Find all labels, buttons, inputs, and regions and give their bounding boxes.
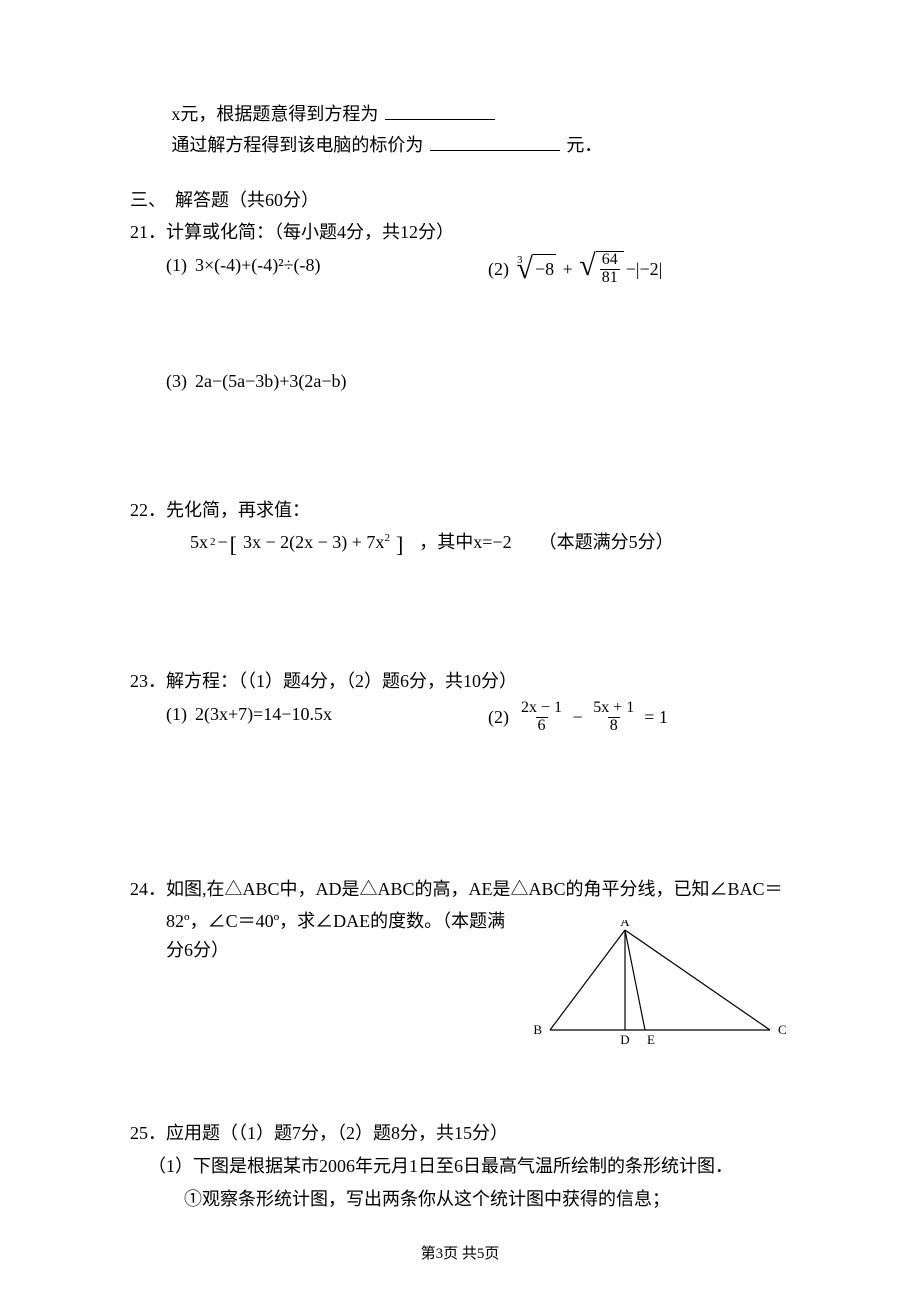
radical-icon: √ [517,254,533,284]
q21-p3-label: (3) [166,367,187,396]
minus: − [218,528,228,557]
sup-1: 2 [210,534,216,552]
carryover-line-2: 通过解方程得到该电脑的标价为 元． [130,131,790,160]
section-3-title: 三、 解答题（共60分） [130,186,790,215]
frac-a-num: 2x − 1 [519,700,564,717]
page-content: x元，根据题意得到方程为 通过解方程得到该电脑的标价为 元． 三、 解答题（共6… [0,0,920,1300]
q23-rhs: = 1 [644,703,668,732]
page-footer: 第3页 共5页 [0,1242,920,1266]
sup-2: 2 [384,532,390,544]
q23-part-1: (1) 2(3x+7)=14−10.5x [166,700,468,729]
spacer [130,396,790,496]
q21-row-2: (3) 2a−(5a−3b)+3(2a−b) [130,367,790,396]
frac-b-num: 5x + 1 [591,700,636,717]
frac-den: 81 [600,269,620,287]
q23-part-2: (2) 2x − 1 6 − 5x + 1 8 = 1 [488,700,790,735]
svg-text:C: C [778,1022,787,1037]
q22-inner-text: 3x − 2(2x − 3) + 7x [243,532,384,552]
minus-2: − [568,703,587,732]
frac-a-den: 6 [536,717,548,735]
svg-text:B: B [533,1022,542,1037]
sqrt-icon: √ 64 81 [579,251,623,287]
cbrt-icon: 3 √ −8 [517,254,556,284]
q25-sub1: （1）下图是根据某市2006年元月1日至6日最高气温所绘制的条形统计图． [130,1152,790,1181]
q21-part-1: (1) 3×(-4)+(-4)²÷(-8) [166,251,468,280]
q21-p1-expr: 3×(-4)+(-4)²÷(-8) [195,251,321,280]
q21-row-1: (1) 3×(-4)+(-4)²÷(-8) (2) 3 √ −8 + √ 64 … [130,251,790,287]
svg-text:A: A [620,920,630,929]
q24-line1: 24．如图,在△ABC中，AD是△ABC的高，AE是△ABC的角平分线，已知∠B… [130,875,790,904]
plus-1: + [558,255,577,284]
svg-text:D: D [620,1032,629,1047]
q22-expr: 5x2 − [ 3x − 2(2x − 3) + 7x2 ] ，其中x=−2 （… [130,528,790,557]
lbracket-icon: [ [230,534,237,556]
q22-tail: ，其中x=−2 （本题满分5分） [419,528,673,557]
q23-p1-expr: 2(3x+7)=14−10.5x [195,700,332,729]
q21-title: 21．计算或化简：（每小题4分，共12分） [130,218,790,247]
frac-b-den: 8 [608,717,620,735]
q21-p1-label: (1) [166,251,187,280]
q22-math: 5x2 − [ 3x − 2(2x − 3) + 7x2 ] [190,528,403,557]
triangle-figure: A B C D E [530,920,790,1050]
triangle-svg: A B C D E [530,920,790,1050]
rbracket-icon: ] [396,534,403,556]
blank-2 [430,134,560,151]
spacer [130,287,790,367]
spacer [130,557,790,667]
carryover-line-1: x元，根据题意得到方程为 [130,100,790,129]
q25-title: 25．应用题（（1）题7分，（2）题8分，共15分） [130,1119,790,1148]
q21-p2-expr: 3 √ −8 + √ 64 81 −|−2| [517,251,662,287]
frac-a: 2x − 1 6 [519,700,564,735]
frac-64-81: 64 81 [600,252,620,287]
cbrt-radicand: −8 [533,254,556,284]
q25-sub1a: ①观察条形统计图，写出两条你从这个统计图中获得的信息； [130,1185,790,1214]
carryover-text-2b: 元． [566,135,602,155]
q21-p2-label: (2) [488,255,509,284]
q21-p2-abs: −|−2| [626,255,663,284]
radical-icon-2: √ [579,251,595,287]
q23-title: 23．解方程：（（1）题4分，（2）题6分，共10分） [130,667,790,696]
blank-1 [385,103,495,120]
q23-row: (1) 2(3x+7)=14−10.5x (2) 2x − 1 6 − 5x +… [130,700,790,735]
q22-5x: 5x [190,528,208,557]
q23-p2-label: (2) [488,703,509,732]
q22-inner: 3x − 2(2x − 3) + 7x2 [239,528,394,557]
q22-title: 22．先化简，再求值： [130,496,790,525]
sqrt-radicand: 64 81 [596,251,624,287]
carryover-text-1: x元，根据题意得到方程为 [171,104,378,124]
svg-text:E: E [647,1032,655,1047]
q23-p2-expr: 2x − 1 6 − 5x + 1 8 = 1 [517,700,668,735]
q23-p1-label: (1) [166,700,187,729]
q21-part-3: (3) 2a−(5a−3b)+3(2a−b) [166,367,790,396]
frac-num: 64 [600,252,620,269]
frac-b: 5x + 1 8 [591,700,636,735]
q21-part-2: (2) 3 √ −8 + √ 64 81 −| [488,251,790,287]
q21-p3-expr: 2a−(5a−3b)+3(2a−b) [195,367,347,396]
carryover-text-2a: 通过解方程得到该电脑的标价为 [171,135,423,155]
spacer [130,735,790,875]
